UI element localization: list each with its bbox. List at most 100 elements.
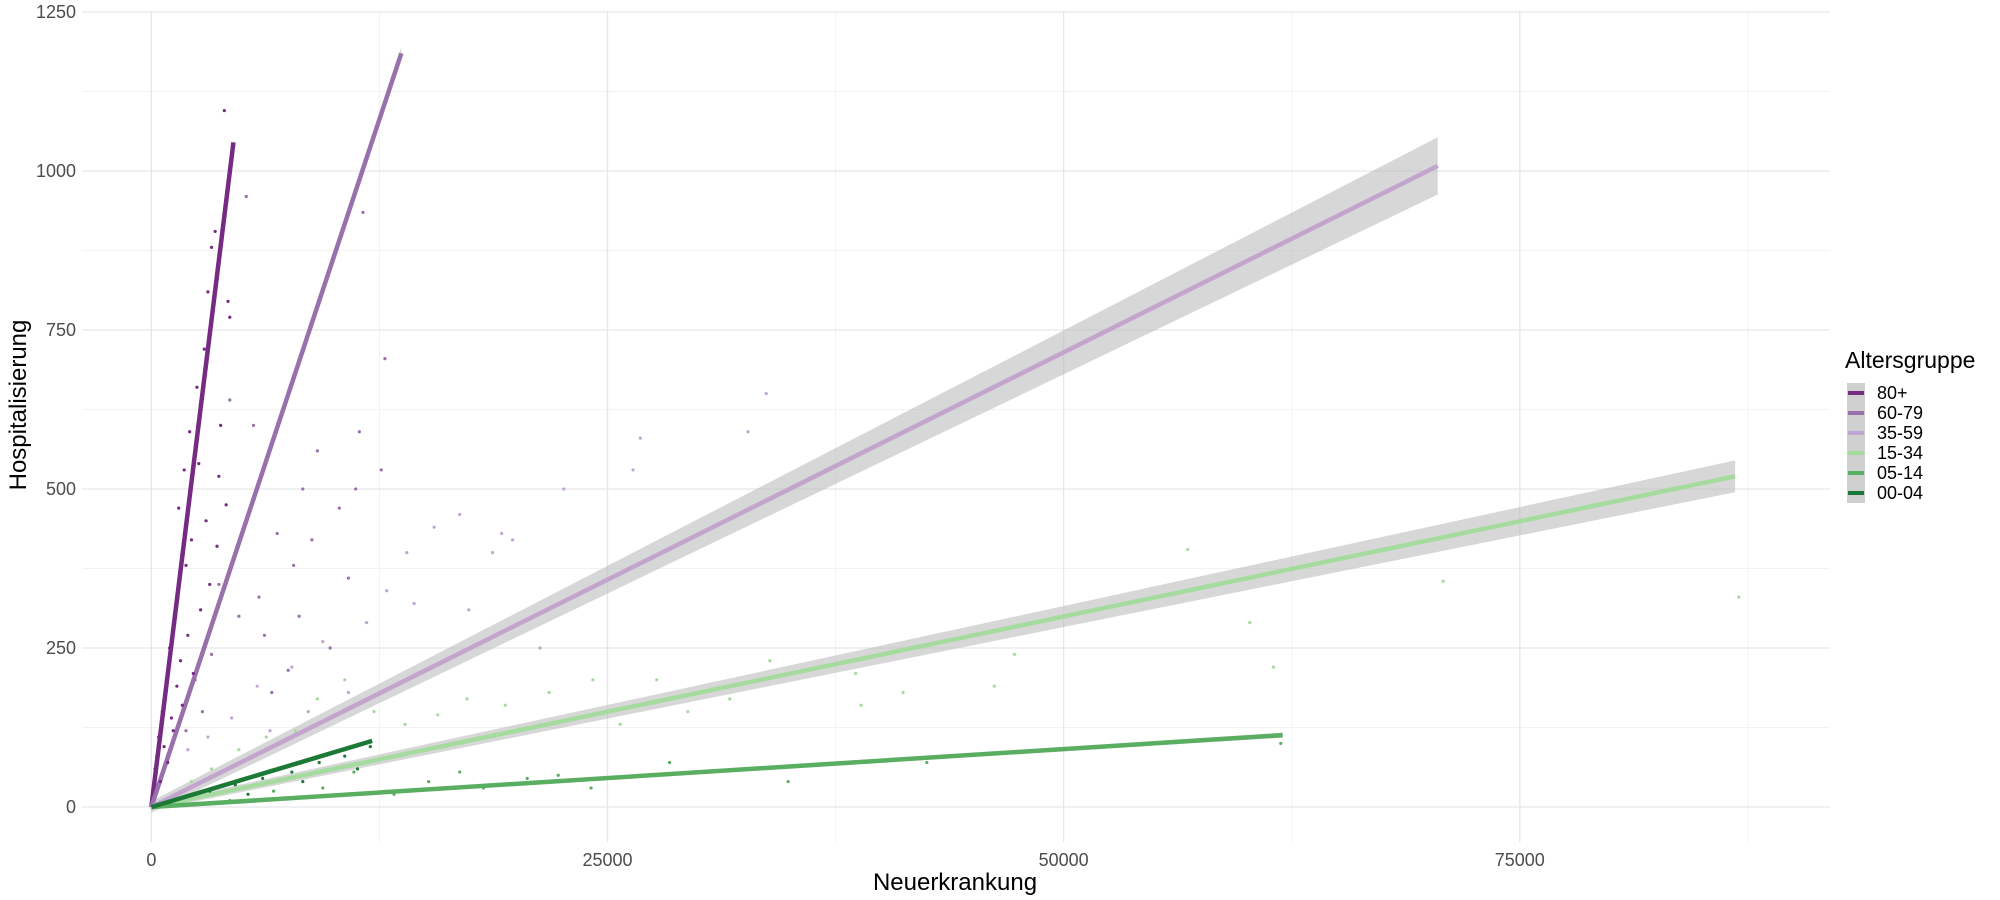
- data-point-80+: [202, 347, 206, 351]
- data-point-05-14: [228, 799, 232, 803]
- data-point-05-14: [1279, 741, 1283, 746]
- data-point-60-79: [217, 582, 221, 587]
- data-point-80+: [157, 735, 161, 739]
- data-point-15-34: [436, 713, 440, 717]
- legend-label-80+: 80+: [1877, 383, 1908, 403]
- data-point-80+: [173, 614, 177, 618]
- data-point-15-34: [1737, 595, 1741, 599]
- data-point-15-34: [618, 722, 622, 726]
- data-point-15-34: [547, 690, 551, 695]
- legend: Altersgruppe 80+60-7935-5915-3405-1400-0…: [1845, 347, 1975, 503]
- data-point-80+: [162, 744, 166, 749]
- data-point-05-14: [427, 779, 431, 784]
- data-point-35-59: [467, 608, 471, 612]
- data-point-60-79: [237, 614, 241, 618]
- data-point-80+: [186, 633, 190, 637]
- data-point-00-04: [233, 783, 237, 787]
- data-point-15-34: [901, 690, 905, 695]
- data-point-00-04: [246, 792, 250, 796]
- y-axis-ticks: 0 250 500 750 1000 1250: [36, 2, 76, 817]
- data-point-05-14: [271, 789, 276, 793]
- data-point-80+: [180, 703, 184, 707]
- data-point-15-34: [1441, 579, 1445, 583]
- data-point-35-59: [255, 684, 259, 688]
- data-point-80+: [191, 671, 195, 676]
- data-point-80+: [215, 544, 219, 548]
- data-point-00-04: [166, 800, 170, 804]
- legend-label-15-34: 15-34: [1877, 443, 1923, 463]
- data-point-60-79: [328, 646, 332, 650]
- data-point-00-04: [317, 760, 321, 765]
- data-point-00-04: [368, 744, 372, 749]
- legend-label-05-14: 05-14: [1877, 463, 1923, 483]
- legend-label-35-59: 35-59: [1877, 423, 1923, 443]
- y-tick-label: 0: [66, 797, 76, 817]
- data-point-35-59: [562, 487, 566, 491]
- data-point-15-34: [293, 729, 298, 733]
- data-point-35-59: [365, 620, 369, 625]
- data-point-60-79: [244, 194, 248, 199]
- data-point-05-14: [197, 802, 201, 806]
- y-tick-label: 500: [46, 479, 76, 499]
- data-point-35-59: [538, 646, 542, 650]
- data-point-60-79: [275, 531, 279, 536]
- data-point-60-79: [383, 357, 387, 361]
- data-point-05-14: [352, 770, 356, 774]
- data-point-80+: [217, 474, 221, 478]
- data-point-15-34: [854, 671, 858, 676]
- data-point-80+: [184, 563, 188, 567]
- data-point-00-04: [355, 767, 360, 771]
- data-point-15-34: [859, 703, 863, 707]
- data-point-15-34: [591, 678, 595, 682]
- data-point-80+: [204, 519, 208, 523]
- data-point-15-34: [343, 678, 347, 682]
- data-point-60-79: [337, 506, 341, 510]
- data-point-00-04: [182, 795, 186, 800]
- data-point-80+: [206, 290, 210, 294]
- data-point-05-14: [667, 760, 672, 765]
- fit-line-00-04: [150, 738, 373, 810]
- data-point-80+: [228, 315, 232, 319]
- data-point-15-34: [655, 678, 659, 682]
- data-point-80+: [167, 646, 172, 650]
- data-point-35-59: [290, 665, 294, 669]
- data-point-15-34: [315, 697, 319, 701]
- data-point-60-79: [346, 576, 350, 580]
- fit-line-35-59: [150, 163, 1439, 810]
- data-point-35-59: [638, 436, 642, 440]
- data-point-15-34: [264, 735, 268, 739]
- legend-label-60-79: 60-79: [1877, 403, 1923, 423]
- data-point-80+: [224, 503, 228, 507]
- fit-lines: [149, 46, 1736, 813]
- data-point-35-59: [321, 640, 325, 644]
- data-point-80+: [169, 716, 174, 720]
- data-point-60-79: [297, 614, 301, 618]
- data-point-05-14: [297, 795, 301, 800]
- fit-line-15-34: [150, 474, 1736, 810]
- data-point-60-79: [209, 652, 214, 656]
- data-point-80+: [178, 659, 183, 663]
- y-tick-label: 1250: [36, 2, 76, 22]
- data-point-60-79: [228, 398, 232, 402]
- data-point-35-59: [511, 538, 515, 542]
- data-point-80+: [208, 582, 212, 587]
- confidence-band-35-59: [151, 137, 1438, 813]
- data-point-80+: [189, 538, 194, 542]
- data-point-15-34: [686, 710, 690, 714]
- data-point-60-79: [270, 690, 274, 695]
- data-point-35-59: [500, 531, 504, 536]
- data-point-35-59: [405, 551, 409, 555]
- data-point-80+: [209, 245, 214, 249]
- data-point-05-14: [458, 770, 462, 774]
- data-point-80+: [158, 779, 163, 784]
- fit-line-80+: [149, 142, 236, 808]
- data-point-15-34: [403, 722, 407, 726]
- data-point-80+: [171, 729, 175, 733]
- data-point-05-14: [925, 760, 929, 765]
- y-tick-label: 750: [46, 320, 76, 340]
- data-point-15-34: [992, 684, 996, 688]
- data-point-15-34: [372, 710, 376, 714]
- data-point-35-59: [631, 468, 635, 472]
- data-point-80+: [153, 767, 157, 771]
